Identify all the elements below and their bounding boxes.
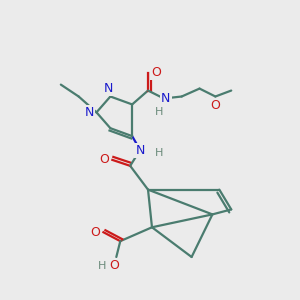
Text: N: N [85, 106, 94, 119]
Text: O: O [91, 226, 100, 239]
Text: O: O [211, 99, 220, 112]
Text: O: O [110, 260, 119, 272]
Text: H: H [155, 148, 163, 158]
Text: N: N [161, 92, 170, 105]
Text: H: H [98, 261, 106, 271]
Text: N: N [104, 82, 113, 95]
Text: N: N [135, 143, 145, 157]
Text: O: O [151, 66, 161, 79]
Text: O: O [100, 153, 110, 167]
Text: H: H [155, 107, 163, 117]
